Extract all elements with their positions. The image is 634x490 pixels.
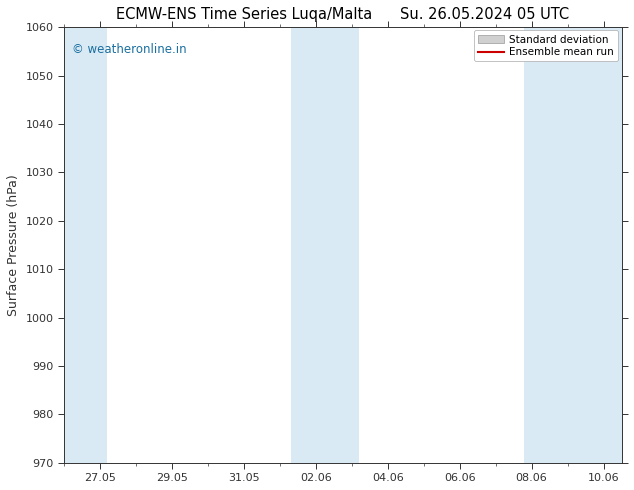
Text: © weatheronline.in: © weatheronline.in (72, 43, 187, 55)
Y-axis label: Surface Pressure (hPa): Surface Pressure (hPa) (7, 174, 20, 316)
Legend: Standard deviation, Ensemble mean run: Standard deviation, Ensemble mean run (474, 30, 618, 61)
Bar (290, 27, 359, 463)
Title: ECMW-ENS Time Series Luqa/Malta      Su. 26.05.2024 05 UTC: ECMW-ENS Time Series Luqa/Malta Su. 26.0… (116, 7, 569, 22)
Bar (64, 27, 107, 463)
Bar (524, 27, 621, 463)
